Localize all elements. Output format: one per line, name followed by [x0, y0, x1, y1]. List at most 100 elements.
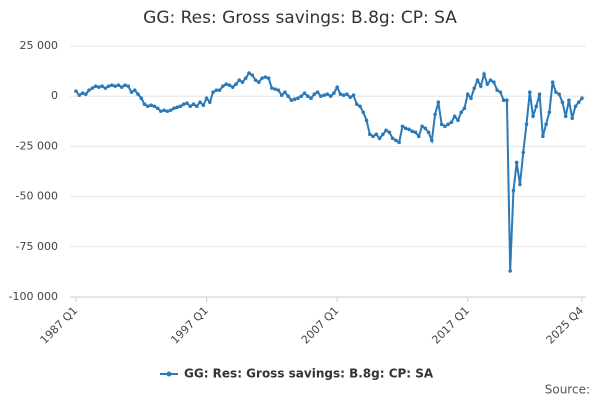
point [351, 93, 356, 97]
point [381, 132, 385, 137]
point [224, 82, 228, 86]
point [488, 78, 493, 82]
point [286, 94, 290, 98]
point [221, 84, 225, 88]
point [475, 78, 480, 82]
point [325, 92, 330, 96]
point [292, 97, 297, 102]
point [146, 104, 150, 109]
point [459, 110, 464, 115]
point [420, 124, 424, 129]
point [100, 84, 104, 88]
point [576, 100, 581, 105]
point [188, 104, 193, 109]
point [511, 188, 516, 193]
point [400, 124, 405, 129]
point [227, 83, 232, 87]
source: Source: [545, 383, 590, 397]
point [90, 86, 95, 90]
point [139, 96, 144, 101]
point [332, 91, 336, 95]
point [299, 94, 304, 98]
y-tick-label: 0 [51, 89, 58, 102]
point [322, 93, 326, 97]
point [319, 94, 323, 98]
point [560, 100, 565, 105]
point [168, 108, 173, 113]
point [155, 106, 160, 111]
point [132, 88, 137, 92]
point [541, 134, 545, 139]
point [505, 98, 509, 103]
point [397, 140, 401, 145]
y-tick-label: -25 000 [16, 139, 58, 152]
point [439, 122, 444, 127]
point [426, 130, 431, 135]
point [403, 126, 408, 131]
point [211, 90, 215, 94]
point [240, 80, 245, 84]
point [472, 86, 477, 90]
point [116, 83, 121, 87]
y-tick-label: 25 000 [20, 39, 59, 52]
x-tick-label: 2007 Q1 [299, 304, 342, 347]
point [97, 85, 101, 89]
point [136, 92, 140, 96]
point [384, 128, 388, 133]
point [443, 124, 447, 129]
point [456, 118, 460, 123]
point [191, 102, 196, 107]
series-line [75, 70, 583, 271]
point [469, 96, 473, 101]
point [80, 91, 85, 95]
point [485, 82, 490, 86]
point [544, 122, 548, 127]
point [452, 114, 457, 119]
point [305, 94, 310, 98]
y-tick-label: -75 000 [16, 240, 58, 253]
point [312, 92, 317, 96]
point [178, 104, 183, 109]
point [87, 88, 91, 92]
point [142, 102, 147, 107]
point [501, 98, 506, 103]
point [531, 114, 535, 119]
point [328, 94, 333, 98]
point [315, 90, 320, 94]
point [129, 90, 134, 94]
point [273, 87, 277, 91]
point [341, 93, 346, 97]
point [462, 106, 467, 111]
point [149, 103, 153, 108]
point [253, 78, 258, 82]
point [250, 73, 255, 77]
point [410, 129, 415, 134]
point [348, 95, 353, 100]
point [159, 109, 163, 114]
y-tick-label: -100 000 [9, 290, 58, 303]
point [93, 84, 98, 88]
point [368, 132, 372, 137]
point [162, 108, 166, 113]
point [433, 112, 437, 117]
point [335, 85, 339, 89]
y-tick-label: -50 000 [16, 190, 58, 203]
point [482, 72, 486, 76]
point [423, 126, 428, 131]
point [165, 109, 170, 114]
point [570, 116, 575, 121]
point [279, 93, 284, 97]
point [537, 92, 542, 96]
point [152, 104, 157, 109]
point [508, 269, 512, 273]
point [119, 85, 124, 89]
x-tick-label: 1987 Q1 [38, 304, 81, 347]
legend-label: GG: Res: Gross savings: B.8g: CP: SA [184, 367, 434, 381]
point [214, 88, 219, 92]
point [430, 138, 434, 143]
point [524, 122, 529, 127]
point [110, 83, 114, 87]
x-tick-label: 2017 Q1 [429, 304, 472, 347]
point [204, 96, 209, 101]
point [364, 118, 369, 123]
